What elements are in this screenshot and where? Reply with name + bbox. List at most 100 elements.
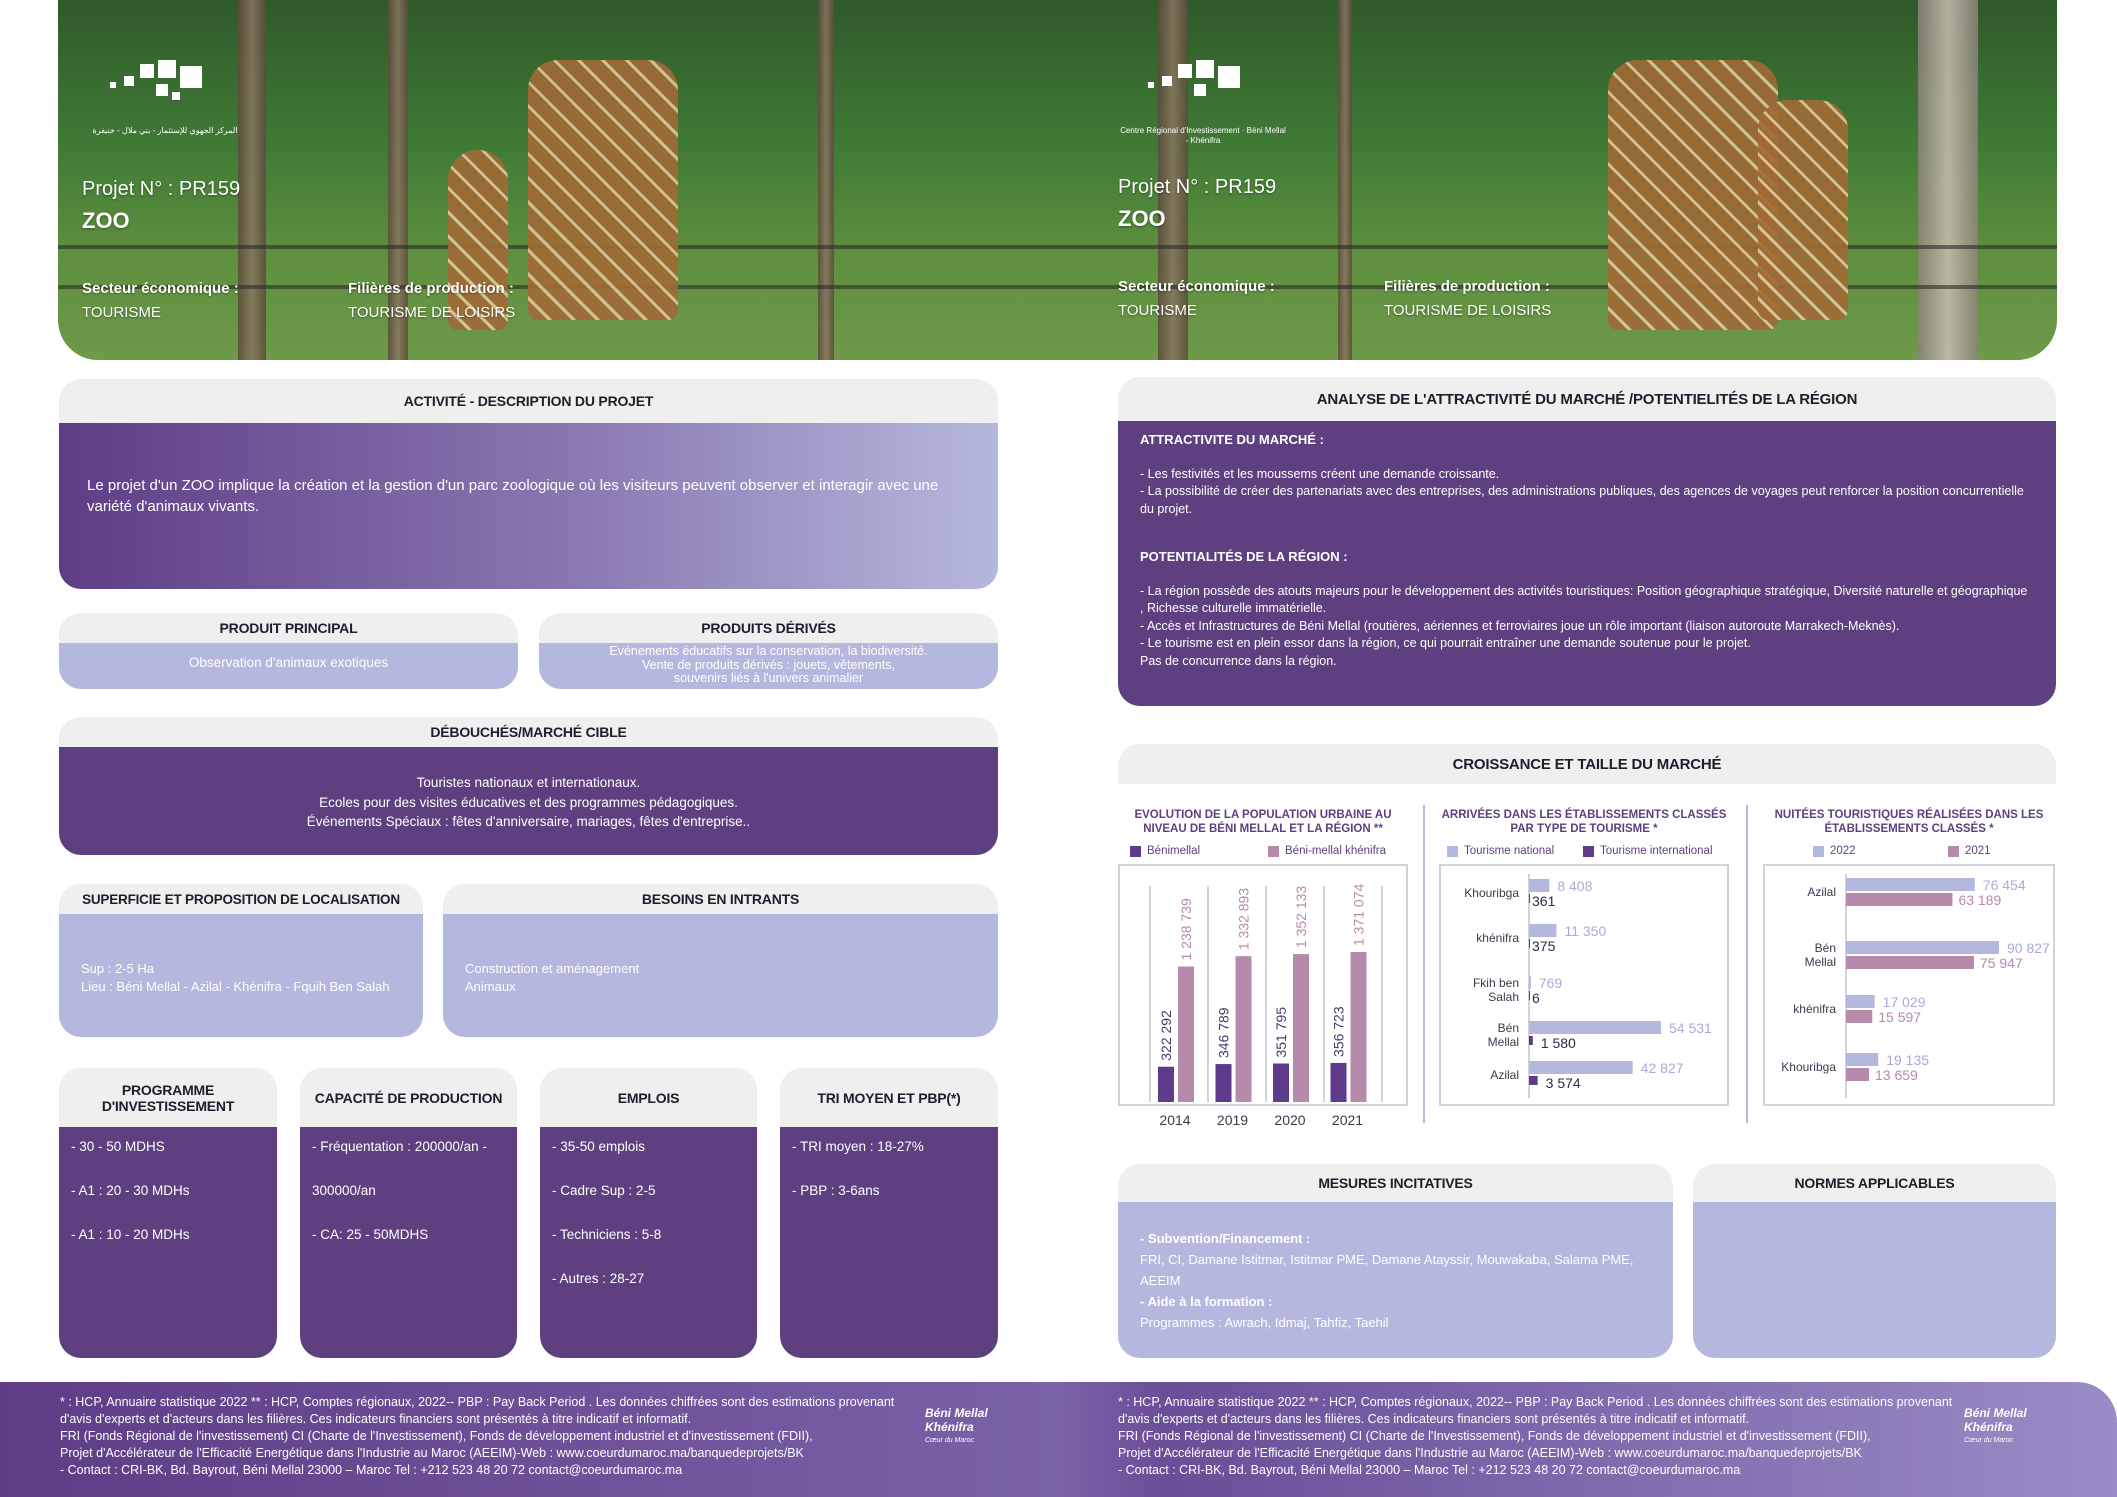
bar [1529,1061,1633,1074]
data-label: 1 371 074 [1351,884,1367,946]
card-title: PRODUITS DÉRIVÉS [539,613,998,643]
card-text: Animaux [465,979,516,994]
bar [1846,893,1953,906]
filiere-label: Filières de production : [1384,278,1550,295]
data-label: 356 723 [1331,1006,1347,1057]
card-text: Sup : 2-5 Ha [81,961,154,976]
category-label: Bén [1498,1021,1519,1035]
bar-benimellal [1330,1062,1347,1102]
filiere-value: TOURISME DE LOISIRS [348,304,516,321]
analyse-text: Pas de concurrence dans la région. [1140,653,1337,668]
data-label: 322 292 [1158,1010,1174,1061]
card-text: - TRI moyen : 18-27% [792,1139,924,1154]
category-label: Khouribga [1464,886,1519,900]
card-text: - Fréquentation : 200000/an - [312,1139,487,1154]
category-label: Mellal [1805,955,1836,969]
card-text: Evénements éducatifs sur la conservation… [609,644,928,658]
card-text: - Autres : 28-27 [552,1271,645,1286]
card-text: souvenirs liés à l'univers animalier [673,671,864,685]
analyse-text: - Accès et Infrastructures de Béni Mella… [1140,618,1900,633]
analyse-text: - La possibilité de créer des partenaria… [1140,484,2024,516]
card-text: - 35-50 emplois [552,1139,646,1154]
project-number: Projet N° : PR159 [1118,176,1277,198]
banner-photo [58,0,2057,360]
data-label: 8 408 [1557,878,1592,894]
data-label: 375 [1532,938,1556,954]
analyse-text: - Le tourisme est en plein essor dans la… [1140,636,1751,650]
analyse-card: ANALYSE DE L'ATTRACTIVITÉ DU MARCHÉ /POT… [1118,377,2056,706]
data-label: 1 332 893 [1236,888,1252,950]
card-text: Construction et aménagement [465,961,640,976]
mesures-subtitle: - Aide à la formation : [1140,1294,1273,1309]
data-label: 361 [1532,893,1556,909]
category-label: Mellal [1488,1035,1519,1049]
divider [1746,805,1748,1123]
chart-title: ARRIVÉES DANS LES ÉTABLISSEMENTS CLASSÉS… [1441,809,1727,835]
category-label: khénifra [1476,931,1519,945]
card-text: 300000/an [312,1183,376,1198]
mesures-text: FRI, CI, Damane Istitmar, Istitmar PME, … [1140,1252,1634,1288]
data-label: 6 [1532,990,1540,1006]
analyse-text: - La région possède des atouts majeurs p… [1140,583,2028,616]
x-tick-label: 2020 [1274,1112,1306,1128]
sector-label: Secteur économique : [1118,278,1275,295]
category-label: Azilal [1807,885,1836,899]
legend-item: 2021 [1948,845,1991,857]
legend-item: 2022 [1813,845,1856,857]
data-label: 76 454 [1983,877,2026,893]
debouches-card: DÉBOUCHÉS/MARCHÉ CIBLE Touristes nationa… [59,717,998,855]
tri-card: TRI MOYEN ET PBP(*) - TRI moyen : 18-27%… [780,1068,998,1358]
bar-region [1350,952,1367,1102]
data-label: 19 135 [1886,1052,1929,1068]
bar [1529,894,1530,903]
data-label: 1 580 [1541,1035,1576,1051]
section-title: POTENTIALITÉS DE LA RÉGION : [1140,549,1348,564]
chart-title: EVOLUTION DE LA POPULATION URBAINE AU NI… [1134,809,1392,835]
card-title: EMPLOIS [540,1068,757,1127]
bar [1529,976,1531,989]
bar-region [1235,956,1252,1102]
card-title: SUPERFICIE ET PROPOSITION DE LOCALISATIO… [59,884,423,914]
card-text: - PBP : 3-6ans [792,1183,880,1198]
x-tick-label: 2014 [1159,1112,1191,1128]
card-title: MESURES INCITATIVES [1118,1164,1673,1202]
data-label: 42 827 [1641,1060,1684,1076]
card-text: - Techniciens : 5-8 [552,1227,662,1242]
bar-benimellal [1158,1066,1174,1102]
sector-label: Secteur économique : [82,280,239,297]
bar [1529,879,1550,892]
emplois-card: EMPLOIS - 35-50 emplois - Cadre Sup : 2-… [540,1068,757,1358]
bar [1846,1068,1870,1081]
card-title: BESOINS EN INTRANTS [443,884,998,914]
data-label: 54 531 [1669,1020,1712,1036]
chart-nuitees: Azilal 76 454 63 189 Bén Mellal 90 827 75 947 k… [1763,864,2055,1106]
legend-item: Tourisme international [1583,845,1713,857]
data-label: 346 789 [1216,1007,1232,1058]
mesures-text: Programmes : Awrach, Idmaj, Tahfiz, Taeh… [1140,1315,1389,1330]
footer-notes: * : HCP, Annuaire statistique 2022 ** : … [1118,1395,1953,1477]
bar [1529,939,1530,948]
bmk-logo: Béni Mellal Khénifra Cœur du Maroc [925,1406,988,1444]
data-label: 11 350 [1564,923,1606,939]
card-text: - Cadre Sup : 2-5 [552,1183,656,1198]
data-label: 769 [1539,975,1563,991]
giraffe-image [1608,60,1778,330]
data-label: 15 597 [1878,1009,1921,1025]
card-text: Lieu : Béni Mellal - Azilal - Khénifra -… [81,979,390,994]
bar [1846,878,1975,891]
bar-benimellal [1273,1063,1289,1102]
activite-description: Le projet d'un ZOO implique la création … [59,423,998,589]
giraffe-image [448,150,508,330]
category-label: khénifra [1793,1002,1836,1016]
filiere-label: Filières de production : [348,280,514,297]
card-text: Vente de produits dérivés : jouets, vête… [642,657,895,672]
data-label: 13 659 [1875,1067,1918,1083]
legend-item: Bénimellal [1130,845,1200,857]
activite-card: ACTIVITÉ - DESCRIPTION DU PROJET Le proj… [59,379,998,589]
croissance-header: CROISSANCE ET TAILLE DU MARCHÉ [1118,744,2056,784]
cri-logo: المركز الجهوي للإستثمار - بني ملال - خني… [80,58,250,158]
category-label: Salah [1488,990,1519,1004]
category-label: Khouribga [1781,1060,1836,1074]
category-label: Azilal [1490,1068,1519,1082]
mesures-subtitle: - Subvention/Financement : [1140,1231,1311,1246]
